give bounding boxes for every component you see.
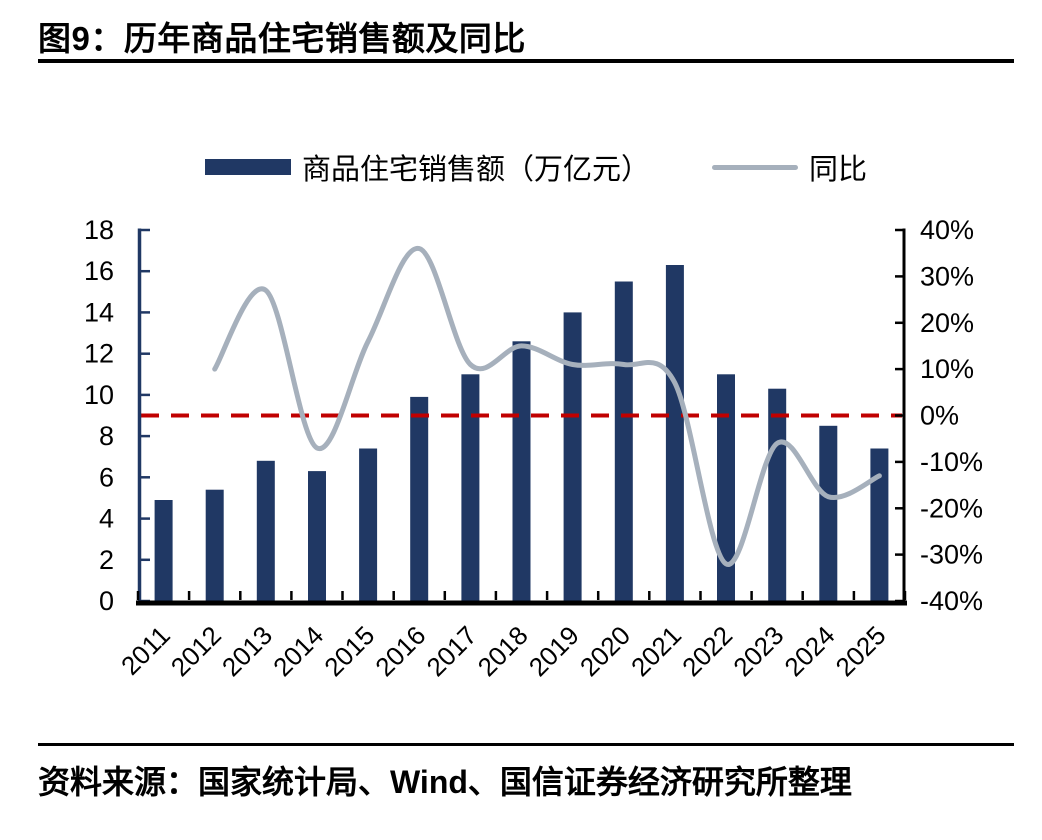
bar-2015 xyxy=(359,448,378,601)
left-tick-label: 2 xyxy=(99,545,114,575)
x-axis-label-2019: 2019 xyxy=(523,620,585,682)
footer-divider xyxy=(38,743,1014,746)
left-tick-label: 12 xyxy=(84,339,114,369)
bar-2020 xyxy=(614,281,633,601)
bar-2014 xyxy=(308,471,326,601)
right-tick-label: -40% xyxy=(920,586,983,616)
right-tick-label: 10% xyxy=(920,354,974,384)
bar-2024 xyxy=(819,425,838,601)
x-axis-label-2016: 2016 xyxy=(369,620,431,682)
left-tick-label: 4 xyxy=(99,504,114,534)
x-axis-label-2024: 2024 xyxy=(778,620,840,682)
x-axis-label-2022: 2022 xyxy=(676,620,738,682)
right-tick-label: 30% xyxy=(920,261,974,291)
legend-label-yoy: 同比 xyxy=(809,154,868,186)
left-tick-label: 10 xyxy=(84,380,114,410)
bar-swatch-icon xyxy=(205,159,291,175)
left-tick-label: 18 xyxy=(84,215,114,245)
bar-2013 xyxy=(256,460,275,601)
x-axis-label-2013: 2013 xyxy=(216,620,278,682)
legend-item-sales: 商品住宅销售额（万亿元） xyxy=(205,146,650,188)
left-tick-label: 16 xyxy=(84,256,114,286)
bar-2021 xyxy=(665,265,684,601)
right-tick-label: 20% xyxy=(920,308,974,338)
legend-label-sales: 商品住宅销售额（万亿元） xyxy=(302,154,651,186)
line-swatch-icon xyxy=(712,164,799,170)
bar-2012 xyxy=(205,489,224,601)
x-axis-label-2023: 2023 xyxy=(727,620,789,682)
right-tick-label: 40% xyxy=(920,215,974,245)
right-tick-label: -10% xyxy=(920,447,983,477)
left-tick-label: 0 xyxy=(99,586,114,616)
source-note: 资料来源：国家统计局、Wind、国信证券经济研究所整理 xyxy=(38,764,852,800)
bar-2016 xyxy=(410,396,429,601)
bar-2018 xyxy=(512,341,531,601)
right-tick-label: 0% xyxy=(920,401,959,431)
x-axis-label-2014: 2014 xyxy=(267,620,329,682)
x-axis-label-2025: 2025 xyxy=(830,620,892,682)
bar-2022 xyxy=(717,374,735,601)
title-divider xyxy=(38,59,1014,63)
bar-2025 xyxy=(870,448,889,601)
legend-item-yoy: 同比 xyxy=(712,146,867,188)
chart-legend: 商品住宅销售额（万亿元） 同比 xyxy=(205,146,867,188)
right-tick-label: -30% xyxy=(920,540,983,570)
bar-2011 xyxy=(154,500,173,601)
bar-2023 xyxy=(768,388,787,601)
x-axis-label-2018: 2018 xyxy=(472,620,534,682)
x-axis-label-2012: 2012 xyxy=(165,620,227,682)
x-axis-label-2020: 2020 xyxy=(574,620,636,682)
x-axis-label-2011: 2011 xyxy=(115,620,176,681)
bar-2017 xyxy=(461,374,480,601)
left-tick-label: 6 xyxy=(99,462,114,492)
figure-title: 图9：历年商品住宅销售额及同比 xyxy=(38,20,526,57)
chart-area: 18 16 14 12 10 8 6 4 2 0 40% 30% 20% 10% 0% -10% -20% -30… xyxy=(0,195,1042,760)
left-tick-label: 14 xyxy=(84,297,114,327)
yoy-line xyxy=(212,246,882,567)
left-tick-label: 8 xyxy=(99,421,114,451)
chart-svg: 18 16 14 12 10 8 6 4 2 0 40% 30% 20% 10% 0% -10% -20% -30… xyxy=(84,215,983,682)
bar-2019 xyxy=(563,312,582,601)
x-axis-label-2017: 2017 xyxy=(421,620,483,682)
right-tick-label: -20% xyxy=(920,493,983,523)
x-axis-label-2015: 2015 xyxy=(318,620,380,682)
x-axis-label-2021: 2021 xyxy=(625,620,687,682)
